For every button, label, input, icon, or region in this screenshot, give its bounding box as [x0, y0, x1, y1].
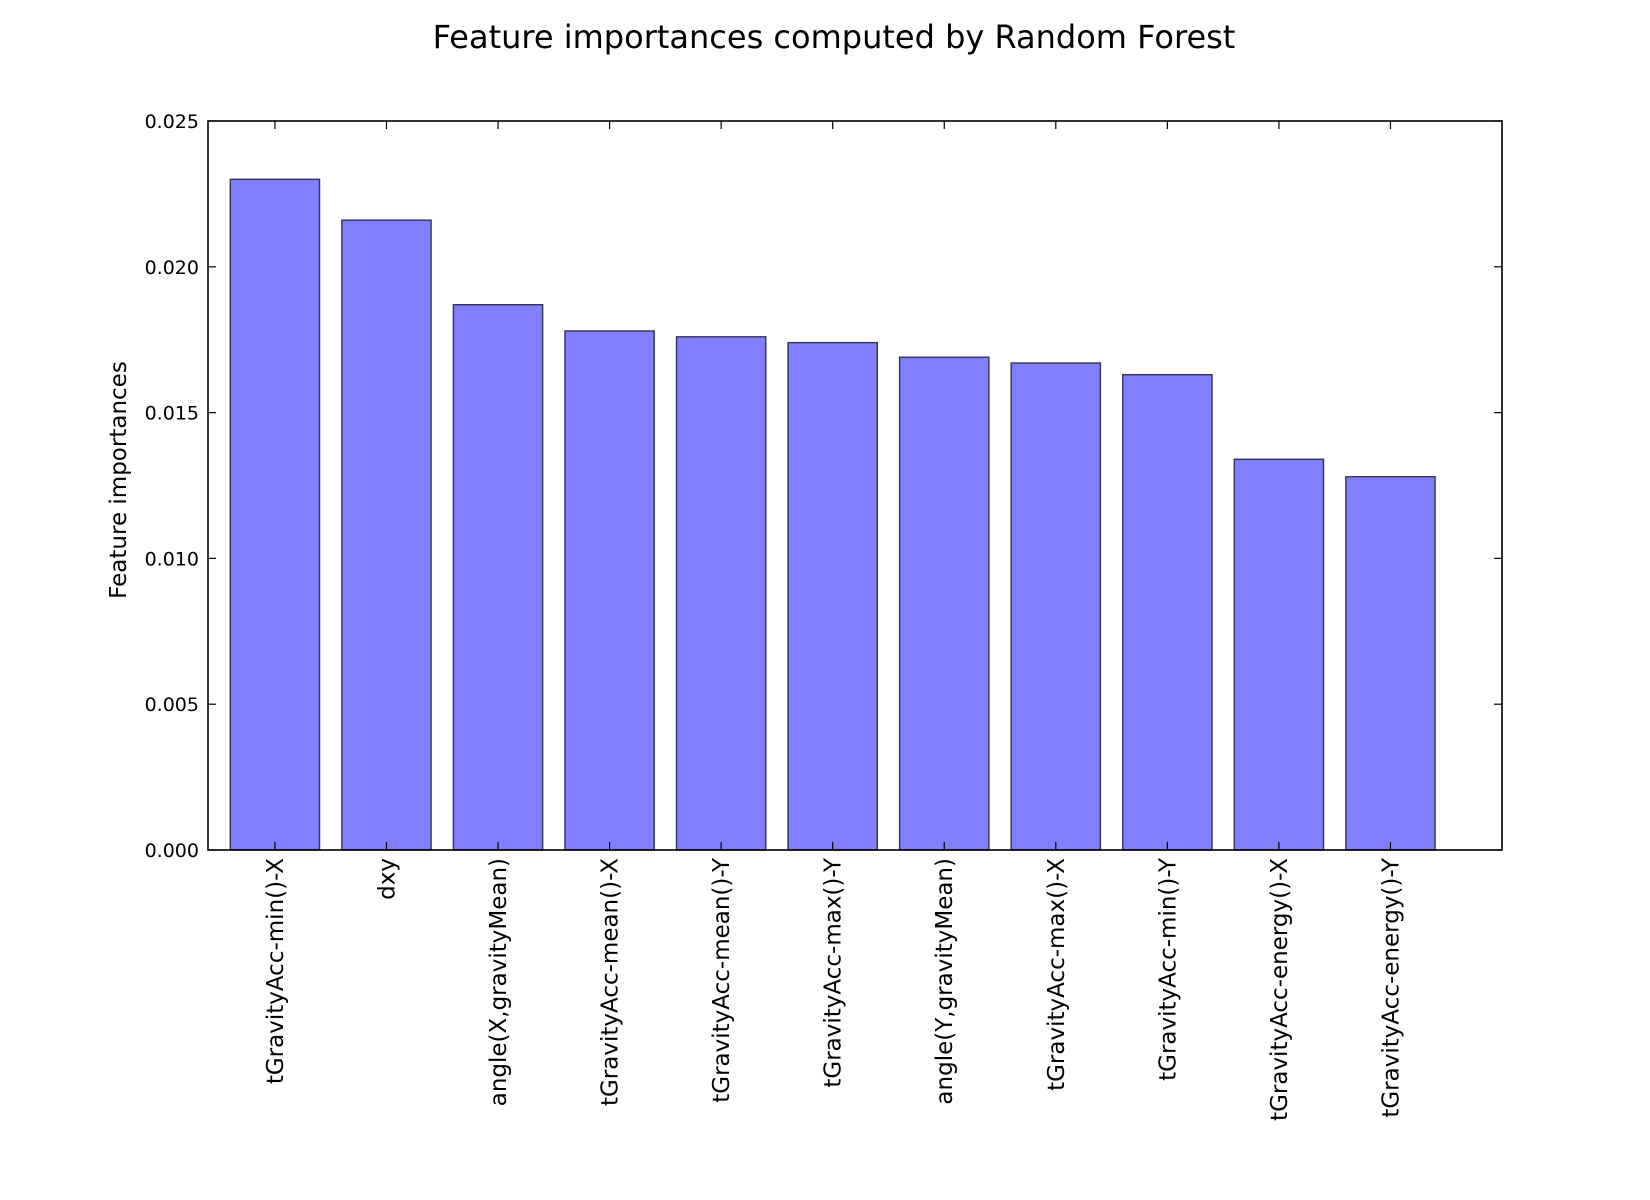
y-tick-label-2: 0.010: [145, 548, 199, 570]
x-category-label-1: dxy: [374, 858, 400, 900]
plot-frame: [207, 120, 1503, 851]
x-category-label-9: tGravityAcc-energy()-X: [1267, 858, 1293, 1121]
bar-9: [1233, 458, 1325, 851]
y-tick-label-1: 0.005: [145, 694, 199, 716]
x-category-label-3: tGravityAcc-mean()-X: [598, 858, 624, 1106]
x-category-label-8: tGravityAcc-min()-Y: [1155, 857, 1181, 1081]
bar-1: [341, 219, 432, 851]
y-axis-label: Feature importances: [106, 361, 132, 599]
y-tick-label-3: 0.015: [145, 403, 199, 425]
y-tick-label-0: 0.000: [145, 840, 199, 862]
x-category-labels-group: tGravityAcc-min()-X dxy angle(X,gravityMea…: [263, 857, 1405, 1121]
chart-title: Feature importances computed by Random F…: [433, 18, 1236, 56]
bar-8: [1122, 373, 1213, 851]
y-tick-label-4: 0.020: [145, 257, 199, 279]
x-category-label-6: angle(Y,gravityMean): [932, 858, 958, 1105]
x-category-label-4: tGravityAcc-mean()-Y: [709, 857, 735, 1103]
bars-group: [229, 178, 1436, 851]
y-tick-label-5: 0.025: [145, 111, 199, 133]
bar-5: [787, 341, 879, 851]
bar-3: [564, 330, 655, 851]
y-ticks-group: 0.000 0.005 0.010 0.015 0.020 0.025: [145, 111, 1502, 862]
x-category-label-10: tGravityAcc-energy()-Y: [1378, 857, 1404, 1118]
x-category-label-0: tGravityAcc-min()-X: [263, 858, 289, 1084]
x-category-label-7: tGravityAcc-max()-X: [1044, 858, 1070, 1091]
bar-4: [675, 336, 767, 851]
bar-7: [1010, 362, 1102, 851]
bar-2: [452, 304, 544, 851]
bar-6: [898, 356, 990, 851]
x-category-label-5: tGravityAcc-max()-Y: [821, 857, 847, 1088]
x-category-label-2: angle(X,gravityMean): [486, 858, 512, 1106]
bar-10: [1345, 476, 1436, 851]
bar-0: [229, 178, 321, 851]
